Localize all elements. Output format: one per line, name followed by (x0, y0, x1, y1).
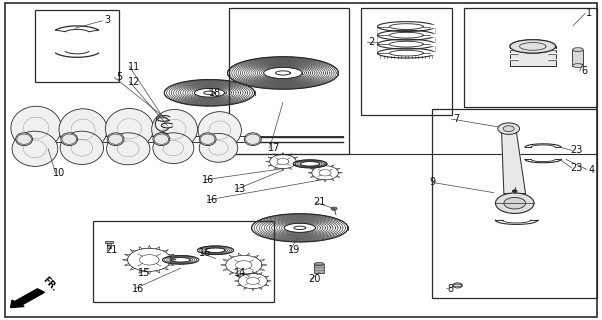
Ellipse shape (61, 133, 78, 146)
Ellipse shape (573, 64, 583, 68)
Ellipse shape (573, 48, 583, 52)
FancyArrow shape (11, 289, 45, 308)
Circle shape (331, 207, 337, 210)
Bar (572, 50, 583, 66)
Ellipse shape (16, 133, 33, 146)
Text: 14: 14 (234, 268, 246, 278)
Circle shape (512, 190, 517, 192)
Text: 10: 10 (53, 168, 65, 178)
Text: 12: 12 (128, 76, 140, 87)
Text: 23: 23 (571, 163, 583, 173)
Ellipse shape (11, 106, 61, 150)
Polygon shape (501, 129, 526, 194)
Ellipse shape (153, 133, 194, 164)
Bar (510, 46, 556, 66)
Ellipse shape (12, 131, 58, 166)
Bar (93, 221, 274, 302)
Text: 9: 9 (429, 177, 435, 188)
Circle shape (504, 197, 526, 209)
Circle shape (498, 123, 520, 134)
Ellipse shape (152, 109, 197, 149)
Text: 15: 15 (138, 268, 150, 278)
Bar (464, 8, 597, 107)
Text: 16: 16 (206, 195, 218, 205)
Text: 16: 16 (132, 284, 144, 294)
Ellipse shape (199, 133, 216, 146)
Bar (314, 264, 324, 273)
Ellipse shape (107, 133, 124, 146)
Text: 19: 19 (288, 245, 300, 255)
Text: 18: 18 (209, 88, 222, 98)
Text: 7: 7 (453, 114, 459, 124)
Text: 23: 23 (571, 145, 583, 156)
Bar (35, 10, 119, 82)
Text: 20: 20 (308, 274, 320, 284)
Circle shape (503, 126, 514, 132)
Bar (432, 109, 597, 298)
Circle shape (495, 193, 534, 213)
Ellipse shape (198, 112, 241, 149)
Text: 5: 5 (116, 72, 122, 83)
Ellipse shape (199, 133, 238, 162)
Text: 4: 4 (588, 164, 594, 175)
Ellipse shape (244, 133, 261, 146)
Text: 11: 11 (128, 61, 140, 72)
Text: 8: 8 (447, 284, 453, 294)
Ellipse shape (453, 283, 462, 288)
Text: FR.: FR. (40, 275, 58, 293)
Ellipse shape (153, 133, 170, 146)
Text: 21: 21 (105, 245, 117, 255)
Text: 2: 2 (368, 36, 374, 47)
Text: 16: 16 (199, 248, 211, 259)
Text: 1: 1 (586, 8, 592, 19)
Text: 3: 3 (104, 15, 110, 25)
Bar (107, 242, 111, 248)
Text: 21: 21 (313, 197, 325, 207)
Bar (105, 241, 113, 243)
Text: 6: 6 (581, 66, 587, 76)
Ellipse shape (105, 108, 154, 149)
Text: 13: 13 (234, 184, 246, 195)
Bar (229, 8, 349, 154)
Ellipse shape (60, 131, 104, 164)
Ellipse shape (510, 40, 556, 53)
Ellipse shape (314, 262, 324, 266)
Ellipse shape (59, 109, 107, 150)
Text: 17: 17 (268, 143, 280, 153)
Bar (361, 8, 452, 115)
Text: 16: 16 (202, 175, 214, 185)
Ellipse shape (107, 133, 150, 165)
